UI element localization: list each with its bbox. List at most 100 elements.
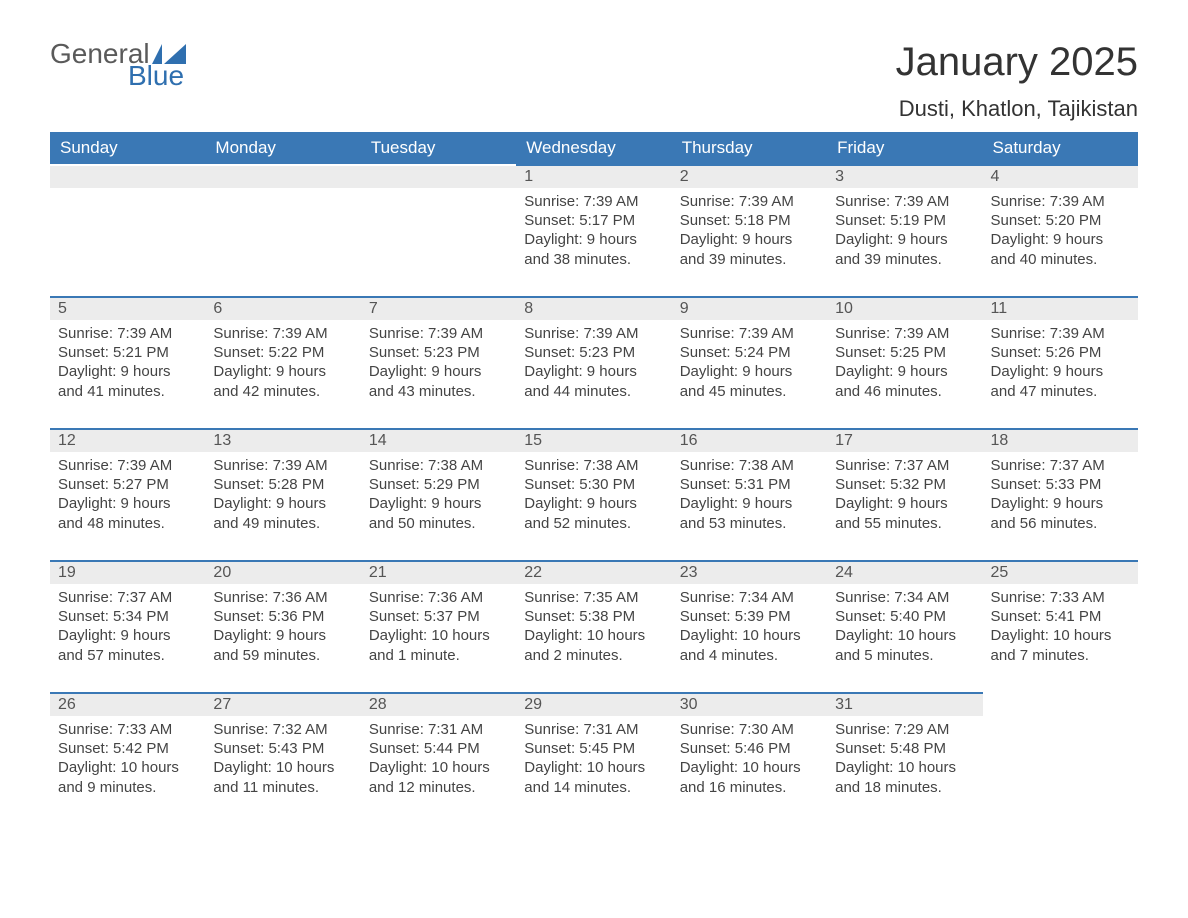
daylight-line: Daylight: 9 hours and 39 minutes. bbox=[835, 230, 974, 268]
calendar-cell: 21Sunrise: 7:36 AMSunset: 5:37 PMDayligh… bbox=[361, 560, 516, 692]
calendar-cell: 23Sunrise: 7:34 AMSunset: 5:39 PMDayligh… bbox=[672, 560, 827, 692]
calendar-cell: 15Sunrise: 7:38 AMSunset: 5:30 PMDayligh… bbox=[516, 428, 671, 560]
sunset-line: Sunset: 5:40 PM bbox=[835, 607, 974, 626]
weekday-header-row: SundayMondayTuesdayWednesdayThursdayFrid… bbox=[50, 132, 1138, 164]
sunrise-line: Sunrise: 7:34 AM bbox=[680, 588, 819, 607]
sunset-line: Sunset: 5:17 PM bbox=[524, 211, 663, 230]
date-number: 8 bbox=[516, 298, 671, 320]
date-number: 21 bbox=[361, 562, 516, 584]
day-details: Sunrise: 7:32 AMSunset: 5:43 PMDaylight:… bbox=[205, 716, 360, 801]
sunset-line: Sunset: 5:21 PM bbox=[58, 343, 197, 362]
day-cell: 15Sunrise: 7:38 AMSunset: 5:30 PMDayligh… bbox=[516, 428, 671, 560]
sunrise-line: Sunrise: 7:36 AM bbox=[213, 588, 352, 607]
date-number: 23 bbox=[672, 562, 827, 584]
date-number: 20 bbox=[205, 562, 360, 584]
date-number: 2 bbox=[672, 166, 827, 188]
sunrise-line: Sunrise: 7:33 AM bbox=[58, 720, 197, 739]
day-cell: 27Sunrise: 7:32 AMSunset: 5:43 PMDayligh… bbox=[205, 692, 360, 824]
date-number: 5 bbox=[50, 298, 205, 320]
sunrise-line: Sunrise: 7:39 AM bbox=[58, 456, 197, 475]
day-cell: 23Sunrise: 7:34 AMSunset: 5:39 PMDayligh… bbox=[672, 560, 827, 692]
sunset-line: Sunset: 5:32 PM bbox=[835, 475, 974, 494]
day-cell: 16Sunrise: 7:38 AMSunset: 5:31 PMDayligh… bbox=[672, 428, 827, 560]
daylight-line: Daylight: 10 hours and 9 minutes. bbox=[58, 758, 197, 796]
date-number: 31 bbox=[827, 694, 982, 716]
day-details: Sunrise: 7:39 AMSunset: 5:24 PMDaylight:… bbox=[672, 320, 827, 405]
day-details: Sunrise: 7:37 AMSunset: 5:34 PMDaylight:… bbox=[50, 584, 205, 669]
calendar-cell: 22Sunrise: 7:35 AMSunset: 5:38 PMDayligh… bbox=[516, 560, 671, 692]
sunrise-line: Sunrise: 7:38 AM bbox=[524, 456, 663, 475]
page-title: January 2025 bbox=[896, 40, 1138, 85]
sunrise-line: Sunrise: 7:39 AM bbox=[369, 324, 508, 343]
date-number: 15 bbox=[516, 430, 671, 452]
sunset-line: Sunset: 5:23 PM bbox=[524, 343, 663, 362]
sunset-line: Sunset: 5:41 PM bbox=[991, 607, 1130, 626]
sunset-line: Sunset: 5:44 PM bbox=[369, 739, 508, 758]
day-cell: 14Sunrise: 7:38 AMSunset: 5:29 PMDayligh… bbox=[361, 428, 516, 560]
calendar-cell: 2Sunrise: 7:39 AMSunset: 5:18 PMDaylight… bbox=[672, 164, 827, 296]
header: General Blue January 2025 bbox=[50, 40, 1138, 90]
sunset-line: Sunset: 5:43 PM bbox=[213, 739, 352, 758]
date-number: 22 bbox=[516, 562, 671, 584]
day-details: Sunrise: 7:34 AMSunset: 5:39 PMDaylight:… bbox=[672, 584, 827, 669]
day-details: Sunrise: 7:29 AMSunset: 5:48 PMDaylight:… bbox=[827, 716, 982, 801]
sunset-line: Sunset: 5:37 PM bbox=[369, 607, 508, 626]
calendar-cell: 7Sunrise: 7:39 AMSunset: 5:23 PMDaylight… bbox=[361, 296, 516, 428]
day-details: Sunrise: 7:33 AMSunset: 5:42 PMDaylight:… bbox=[50, 716, 205, 801]
calendar-cell: 11Sunrise: 7:39 AMSunset: 5:26 PMDayligh… bbox=[983, 296, 1138, 428]
day-details: Sunrise: 7:35 AMSunset: 5:38 PMDaylight:… bbox=[516, 584, 671, 669]
daylight-line: Daylight: 9 hours and 59 minutes. bbox=[213, 626, 352, 664]
calendar-cell: 16Sunrise: 7:38 AMSunset: 5:31 PMDayligh… bbox=[672, 428, 827, 560]
calendar-cell: 10Sunrise: 7:39 AMSunset: 5:25 PMDayligh… bbox=[827, 296, 982, 428]
calendar-cell: 18Sunrise: 7:37 AMSunset: 5:33 PMDayligh… bbox=[983, 428, 1138, 560]
day-details: Sunrise: 7:39 AMSunset: 5:27 PMDaylight:… bbox=[50, 452, 205, 537]
date-number: 4 bbox=[983, 166, 1138, 188]
sunrise-line: Sunrise: 7:38 AM bbox=[680, 456, 819, 475]
calendar-cell: 14Sunrise: 7:38 AMSunset: 5:29 PMDayligh… bbox=[361, 428, 516, 560]
day-cell: 26Sunrise: 7:33 AMSunset: 5:42 PMDayligh… bbox=[50, 692, 205, 824]
day-details: Sunrise: 7:39 AMSunset: 5:22 PMDaylight:… bbox=[205, 320, 360, 405]
sunrise-line: Sunrise: 7:34 AM bbox=[835, 588, 974, 607]
day-cell: 24Sunrise: 7:34 AMSunset: 5:40 PMDayligh… bbox=[827, 560, 982, 692]
date-number: 10 bbox=[827, 298, 982, 320]
location: Dusti, Khatlon, Tajikistan bbox=[50, 96, 1138, 122]
day-cell: 3Sunrise: 7:39 AMSunset: 5:19 PMDaylight… bbox=[827, 164, 982, 296]
day-cell: 22Sunrise: 7:35 AMSunset: 5:38 PMDayligh… bbox=[516, 560, 671, 692]
calendar-cell bbox=[361, 164, 516, 296]
calendar-cell: 31Sunrise: 7:29 AMSunset: 5:48 PMDayligh… bbox=[827, 692, 982, 824]
sunrise-line: Sunrise: 7:33 AM bbox=[991, 588, 1130, 607]
daylight-line: Daylight: 9 hours and 41 minutes. bbox=[58, 362, 197, 400]
date-number: 3 bbox=[827, 166, 982, 188]
logo-word-2: Blue bbox=[128, 62, 184, 90]
sunset-line: Sunset: 5:25 PM bbox=[835, 343, 974, 362]
daylight-line: Daylight: 9 hours and 50 minutes. bbox=[369, 494, 508, 532]
day-details: Sunrise: 7:38 AMSunset: 5:31 PMDaylight:… bbox=[672, 452, 827, 537]
day-details: Sunrise: 7:39 AMSunset: 5:18 PMDaylight:… bbox=[672, 188, 827, 273]
day-details: Sunrise: 7:39 AMSunset: 5:17 PMDaylight:… bbox=[516, 188, 671, 273]
date-number: 24 bbox=[827, 562, 982, 584]
weekday-header: Saturday bbox=[983, 132, 1138, 164]
calendar-cell: 27Sunrise: 7:32 AMSunset: 5:43 PMDayligh… bbox=[205, 692, 360, 824]
calendar-week-row: 26Sunrise: 7:33 AMSunset: 5:42 PMDayligh… bbox=[50, 692, 1138, 824]
sunset-line: Sunset: 5:36 PM bbox=[213, 607, 352, 626]
calendar-cell: 28Sunrise: 7:31 AMSunset: 5:44 PMDayligh… bbox=[361, 692, 516, 824]
daylight-line: Daylight: 9 hours and 53 minutes. bbox=[680, 494, 819, 532]
daylight-line: Daylight: 9 hours and 43 minutes. bbox=[369, 362, 508, 400]
calendar-cell: 1Sunrise: 7:39 AMSunset: 5:17 PMDaylight… bbox=[516, 164, 671, 296]
weekday-header: Friday bbox=[827, 132, 982, 164]
sunrise-line: Sunrise: 7:30 AM bbox=[680, 720, 819, 739]
daylight-line: Daylight: 9 hours and 44 minutes. bbox=[524, 362, 663, 400]
daylight-line: Daylight: 9 hours and 56 minutes. bbox=[991, 494, 1130, 532]
daylight-line: Daylight: 10 hours and 12 minutes. bbox=[369, 758, 508, 796]
day-cell: 10Sunrise: 7:39 AMSunset: 5:25 PMDayligh… bbox=[827, 296, 982, 428]
calendar-cell bbox=[50, 164, 205, 296]
daylight-line: Daylight: 9 hours and 48 minutes. bbox=[58, 494, 197, 532]
daylight-line: Daylight: 10 hours and 18 minutes. bbox=[835, 758, 974, 796]
daylight-line: Daylight: 10 hours and 14 minutes. bbox=[524, 758, 663, 796]
day-details: Sunrise: 7:37 AMSunset: 5:32 PMDaylight:… bbox=[827, 452, 982, 537]
sunrise-line: Sunrise: 7:37 AM bbox=[991, 456, 1130, 475]
date-number: 7 bbox=[361, 298, 516, 320]
day-details: Sunrise: 7:30 AMSunset: 5:46 PMDaylight:… bbox=[672, 716, 827, 801]
sunrise-line: Sunrise: 7:39 AM bbox=[991, 324, 1130, 343]
day-details: Sunrise: 7:37 AMSunset: 5:33 PMDaylight:… bbox=[983, 452, 1138, 537]
